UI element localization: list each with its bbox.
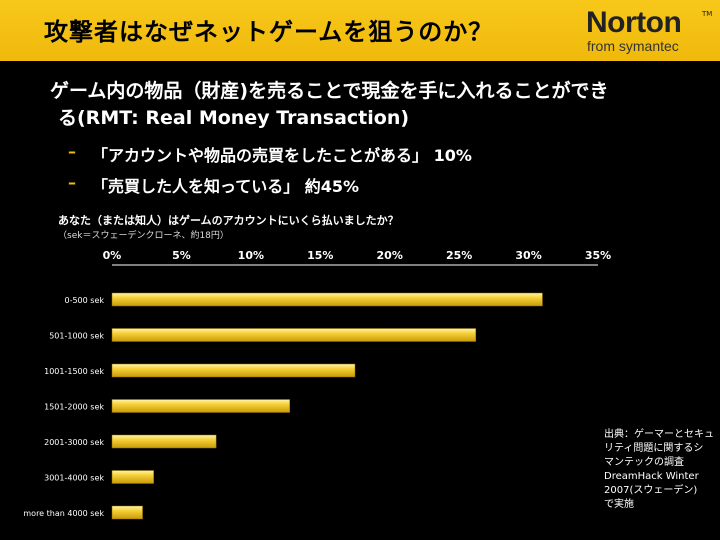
bar (111, 328, 477, 342)
title-bar: 攻撃者はなぜネットゲームを狙うのか？ Norton TM from symant… (0, 0, 720, 61)
x-tick-label: 15% (307, 249, 333, 262)
bar (111, 292, 543, 307)
category-label: more than 4000 sek (23, 509, 104, 518)
category-label: 1501-2000 sek (44, 403, 104, 412)
norton-logo: Norton TM from symantec (584, 6, 713, 54)
x-tick-label: 5% (172, 249, 191, 262)
bar (111, 434, 217, 449)
logo-brand: Norton (586, 6, 682, 39)
sub-bullet-text: 「アカウントや物品の売買をしたことがある」 10% (92, 146, 472, 165)
category-label: 1001-1500 sek (44, 367, 104, 376)
logo-subtitle: from symantec (587, 38, 679, 54)
bar (111, 363, 356, 378)
category-label: 501-1000 sek (49, 332, 104, 341)
chart-note: （sek＝スウェーデンクローネ、約18円） (58, 231, 229, 241)
x-tick-label: 20% (377, 249, 403, 262)
slide-title: 攻撃者はなぜネットゲームを狙うのか？ (44, 18, 494, 46)
chart-title: あなた（または知人）はゲームのアカウントにいくら払いましたか？ (58, 214, 399, 227)
x-tick-label: 10% (238, 249, 264, 262)
bar (111, 470, 154, 484)
bar (111, 399, 290, 413)
x-tick-label: 25% (446, 249, 472, 262)
category-label: 2001-3000 sek (44, 438, 104, 447)
source-line: DreamHack Winter (604, 471, 699, 482)
x-tick-label: 30% (515, 249, 541, 262)
category-label: 3001-4000 sek (44, 474, 104, 483)
source-line: マンテックの調査 (604, 457, 684, 468)
source-line: 出典：ゲーマーとセキュ (604, 429, 714, 440)
main-bullet-line2: る(RMT: Real Money Transaction) (58, 107, 410, 129)
source-line: 2007(スウェーデン) (604, 485, 698, 496)
main-bullet-line1: ゲーム内の物品（財産)を売ることで現金を手に入れることができ (50, 80, 609, 102)
dash-icon: – (68, 142, 76, 161)
logo-trademark: TM (702, 10, 713, 18)
x-tick-label: 35% (585, 249, 611, 262)
bar (111, 505, 143, 520)
sub-bullet-text: 「売買した人を知っている」 約45% (92, 177, 360, 196)
source-line: で実施 (604, 499, 634, 510)
source-note: 出典：ゲーマーとセキュ リティ問題に関するシ マンテックの調査 DreamHac… (604, 428, 720, 512)
category-label: 0-500 sek (64, 296, 104, 305)
source-line: リティ問題に関するシ (604, 443, 704, 454)
x-tick-label: 0% (103, 249, 122, 262)
dash-icon: – (68, 173, 76, 192)
bar-chart: 0% 5% 10% 15% 20% 25% 30% 35% 0-500 sek 501-1000… (23, 249, 611, 520)
